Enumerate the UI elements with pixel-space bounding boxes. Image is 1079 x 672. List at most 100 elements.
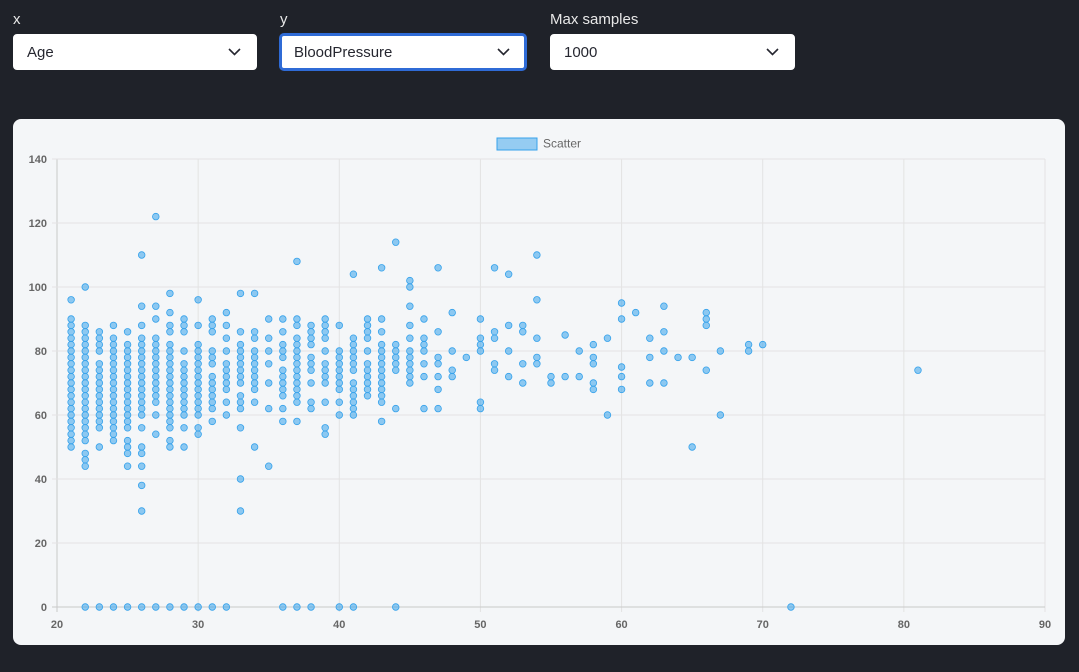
scatter-point[interactable]: [434, 328, 442, 336]
scatter-point[interactable]: [95, 392, 104, 400]
scatter-point[interactable]: [109, 398, 118, 406]
scatter-point[interactable]: [307, 334, 315, 342]
scatter-point[interactable]: [137, 443, 146, 451]
scatter-point[interactable]: [476, 404, 485, 413]
scatter-point[interactable]: [293, 379, 301, 387]
scatter-point[interactable]: [293, 257, 301, 266]
scatter-point[interactable]: [208, 328, 216, 336]
scatter-point[interactable]: [137, 340, 146, 349]
scatter-point[interactable]: [504, 270, 513, 278]
max-samples-select[interactable]: 1000: [550, 34, 795, 70]
scatter-point[interactable]: [81, 430, 89, 438]
scatter-point[interactable]: [307, 360, 315, 368]
scatter-point[interactable]: [137, 379, 146, 387]
scatter-point[interactable]: [250, 328, 259, 336]
scatter-point[interactable]: [321, 328, 329, 336]
scatter-point[interactable]: [81, 436, 89, 445]
scatter-point[interactable]: [194, 411, 202, 419]
scatter-point[interactable]: [123, 340, 132, 349]
scatter-point[interactable]: [137, 449, 146, 458]
scatter-point[interactable]: [208, 321, 216, 330]
scatter-point[interactable]: [420, 347, 428, 355]
scatter-point[interactable]: [406, 302, 414, 310]
scatter-point[interactable]: [180, 424, 188, 432]
scatter-point[interactable]: [123, 417, 132, 426]
scatter-point[interactable]: [81, 353, 89, 362]
scatter-point[interactable]: [137, 481, 146, 490]
scatter-point[interactable]: [392, 366, 400, 374]
scatter-point[interactable]: [109, 334, 118, 342]
scatter-point[interactable]: [617, 363, 626, 371]
scatter-point[interactable]: [236, 340, 245, 349]
scatter-point[interactable]: [208, 404, 216, 413]
scatter-point[interactable]: [194, 392, 202, 400]
scatter-point[interactable]: [293, 417, 301, 426]
scatter-point[interactable]: [208, 360, 216, 368]
scatter-point[interactable]: [222, 334, 231, 342]
scatter-point[interactable]: [81, 417, 89, 426]
scatter-point[interactable]: [392, 353, 400, 362]
scatter-point[interactable]: [194, 347, 202, 355]
scatter-point[interactable]: [335, 385, 343, 394]
scatter-point[interactable]: [349, 347, 358, 355]
scatter-point[interactable]: [377, 398, 386, 406]
scatter-point[interactable]: [377, 385, 386, 394]
scatter-point[interactable]: [67, 328, 75, 336]
scatter-point[interactable]: [152, 398, 160, 406]
scatter-point[interactable]: [222, 603, 231, 611]
scatter-point[interactable]: [363, 347, 372, 355]
scatter-point[interactable]: [293, 340, 301, 349]
scatter-point[interactable]: [363, 372, 372, 381]
scatter-point[interactable]: [95, 328, 104, 336]
scatter-point[interactable]: [279, 340, 287, 349]
scatter-point[interactable]: [674, 353, 682, 362]
scatter-point[interactable]: [434, 264, 442, 272]
scatter-point[interactable]: [194, 430, 202, 438]
scatter-point[interactable]: [702, 321, 710, 330]
scatter-point[interactable]: [109, 372, 118, 381]
scatter-point[interactable]: [67, 353, 75, 362]
scatter-point[interactable]: [250, 353, 259, 362]
scatter-point[interactable]: [166, 398, 174, 406]
scatter-point[interactable]: [533, 296, 541, 304]
scatter-point[interactable]: [67, 398, 75, 406]
scatter-point[interactable]: [744, 347, 753, 355]
scatter-point[interactable]: [95, 411, 104, 419]
scatter-point[interactable]: [95, 398, 104, 406]
scatter-point[interactable]: [109, 347, 118, 355]
scatter-point[interactable]: [279, 417, 287, 426]
scatter-point[interactable]: [321, 398, 329, 406]
scatter-point[interactable]: [335, 360, 343, 368]
scatter-point[interactable]: [123, 360, 132, 368]
scatter-point[interactable]: [349, 360, 358, 368]
scatter-point[interactable]: [67, 340, 75, 349]
scatter-point[interactable]: [208, 347, 216, 355]
scatter-point[interactable]: [95, 424, 104, 432]
scatter-point[interactable]: [81, 366, 89, 374]
scatter-point[interactable]: [406, 347, 414, 355]
scatter-point[interactable]: [123, 424, 132, 432]
scatter-point[interactable]: [335, 372, 343, 381]
scatter-point[interactable]: [279, 404, 287, 413]
scatter-point[interactable]: [81, 334, 89, 342]
scatter-point[interactable]: [137, 507, 146, 515]
scatter-point[interactable]: [702, 315, 710, 323]
scatter-point[interactable]: [123, 379, 132, 387]
scatter-point[interactable]: [293, 392, 301, 400]
scatter-point[interactable]: [236, 507, 245, 515]
scatter-point[interactable]: [279, 385, 287, 394]
scatter-point[interactable]: [166, 392, 174, 400]
scatter-point[interactable]: [123, 347, 132, 355]
scatter-point[interactable]: [250, 347, 259, 355]
scatter-point[interactable]: [194, 404, 202, 413]
scatter-point[interactable]: [137, 398, 146, 406]
scatter-point[interactable]: [208, 603, 216, 611]
scatter-point[interactable]: [279, 372, 287, 381]
scatter-point[interactable]: [547, 379, 555, 387]
scatter-point[interactable]: [759, 340, 767, 349]
scatter-point[interactable]: [307, 321, 315, 330]
scatter-point[interactable]: [236, 424, 245, 432]
scatter-point[interactable]: [265, 347, 273, 355]
scatter-point[interactable]: [95, 347, 104, 355]
scatter-point[interactable]: [448, 372, 456, 381]
